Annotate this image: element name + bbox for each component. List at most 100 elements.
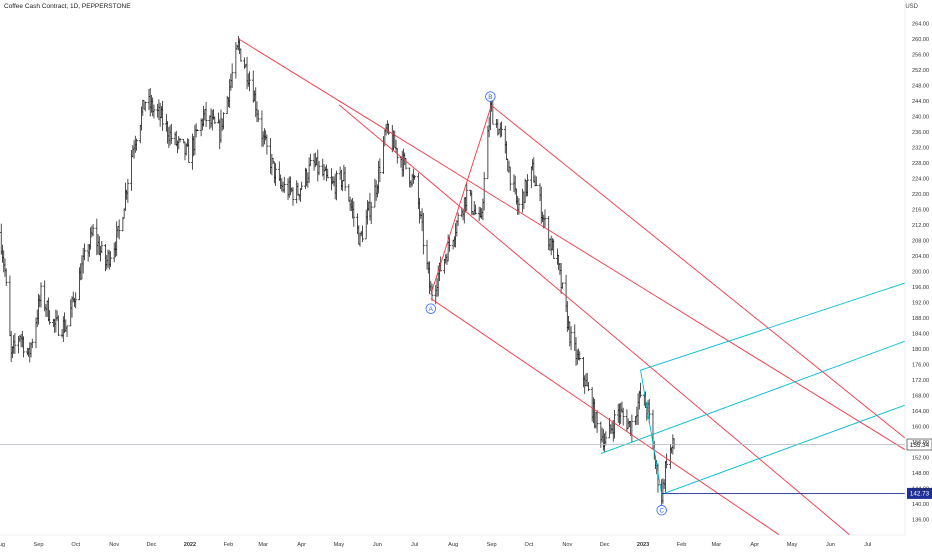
ohlc-bar [569,326,573,351]
ohlc-bar [665,453,669,469]
ohlc-bar [456,212,460,226]
x-tick-label: Mar [258,542,268,548]
wave-label-b: B [485,91,496,102]
y-tick-label: 184.00 [912,331,929,337]
wave-label-c: C [656,505,667,516]
y-tick-label: 140.00 [912,502,929,508]
ohlc-bar [222,112,225,130]
x-tick-label: Apr [750,542,759,548]
ohlc-bar [13,332,17,355]
wave-label-a: A [425,303,436,314]
wave-line [430,108,491,295]
ohlc-bar [474,204,477,215]
ohlc-bar [587,382,590,392]
ohlc-bar [30,338,34,349]
svg-text:A: A [429,306,434,313]
x-tick-label: Apr [297,542,306,548]
ohlc-bar [534,176,538,187]
x-tick-label: Aug [0,542,5,548]
ohlc-bar [395,148,399,164]
y-tick-label: 172.00 [912,378,929,384]
x-tick-label: Sep [34,542,44,548]
channel-line [490,104,905,439]
ohlc-bar [143,101,147,112]
y-tick-label: 224.00 [912,176,929,182]
y-tick-label: 256.00 [912,52,929,58]
ohlc-bars [0,35,676,505]
ohlc-bar [109,251,112,268]
ohlc-bar [335,170,338,201]
y-tick-label: 144.00 [912,486,929,492]
ohlc-bar [195,129,199,132]
x-tick-label: 2022 [184,542,196,548]
x-axis: Aug Sep Oct Nov Dec 2022 Feb Mar Apr May Jun Jul Aug… [0,534,905,548]
drawing-lines [238,38,905,535]
x-tick-label: Nov [109,542,119,548]
x-tick-label: May [334,542,345,548]
ohlc-bar [117,219,121,240]
ohlc-bar [369,202,373,225]
y-tick-label: 240.00 [912,114,929,120]
x-tick-label: Oct [71,542,80,548]
channel-line [430,298,781,535]
ohlc-bar [74,292,78,309]
ohlc-bar [265,134,269,155]
ohlc-bar [343,166,347,191]
ohlc-bar [604,431,608,446]
y-tick-label: 232.00 [912,145,929,151]
x-tick-label: Feb [677,542,687,548]
ohlc-bar [421,212,425,255]
ohlc-bar [413,174,417,180]
y-tick-label: 192.00 [912,300,929,306]
x-tick-label: Aug [448,542,458,548]
ohlc-bar [274,163,277,186]
ohlc-bar [187,139,191,163]
ohlc-bar [48,310,52,325]
x-tick-label: May [787,542,798,548]
y-tick-label: 244.00 [912,99,929,105]
ohlc-bar [404,158,408,170]
y-tick-label: 180.00 [912,347,929,353]
y-axis: 136.00 140.00 144.00 148.00 152.00 156.00 160.… [904,0,929,535]
y-tick-label: 200.00 [912,269,929,275]
ohlc-bar [578,351,582,361]
y-tick-label: 204.00 [912,254,929,260]
ohlc-bar [508,166,512,191]
current-price-label: 155.34 [910,442,930,449]
ohlc-bar [291,187,295,206]
ohlc-bar [126,178,130,203]
ohlc-bar [326,168,330,179]
ohlc-bar [22,336,25,358]
ohlc-bar [470,190,474,215]
y-tick-label: 216.00 [912,207,929,213]
ohlc-bar [213,116,217,124]
ohlc-bar [543,209,547,228]
y-tick-label: 208.00 [912,238,929,244]
ohlc-bar [308,153,312,167]
ohlc-bar [230,63,234,88]
ohlc-bar [178,138,182,143]
x-tick-label: Mar [711,542,721,548]
ohlc-bar [317,160,321,176]
ohlc-bar [152,104,156,119]
ohlc-bar [639,382,642,398]
y-tick-label: 152.00 [912,455,929,461]
low-price-label: 142.73 [910,491,930,498]
channel-line [238,38,905,451]
ohlc-bar [8,275,12,337]
ohlc-bar [500,121,503,137]
ohlc-bar [613,409,616,439]
ohlc-bar [526,174,530,197]
channel-line [338,104,851,535]
wave-labels: A B C [425,91,667,516]
y-tick-label: 188.00 [912,316,929,322]
ohlc-bar [65,325,69,337]
y-tick-label: 176.00 [912,362,929,368]
ohlc-bar [300,181,304,191]
price-lines: 155.34 142.73 [0,438,932,499]
x-tick-label: Jun [826,542,835,548]
ohlc-bar [361,225,364,242]
x-tick-label: Feb [224,542,234,548]
